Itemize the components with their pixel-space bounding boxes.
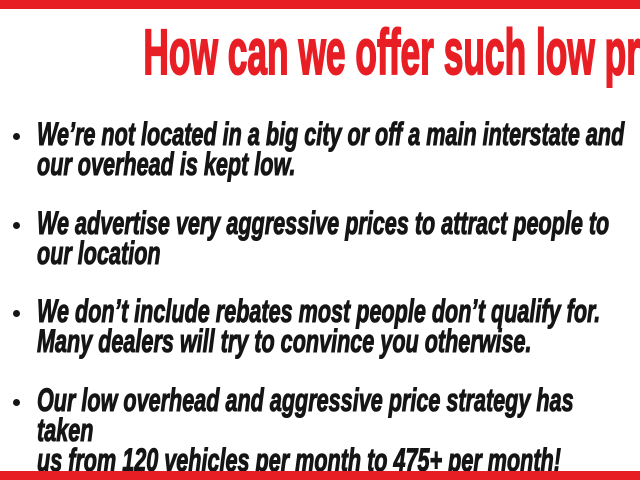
bullet-text: We don’t include rebates most people don…	[37, 293, 601, 359]
bullet-item: We don’t include rebates most people don…	[0, 293, 640, 360]
bullet-text: Our low overhead and aggressive price st…	[37, 382, 574, 478]
bullet-text: We’re not located in a big city or off a…	[37, 116, 625, 182]
bullet-text: We advertise very aggressive prices to a…	[37, 205, 610, 271]
top-red-bar	[0, 0, 640, 9]
bullet-dot-icon	[13, 222, 20, 229]
bullet-dot-icon	[13, 133, 20, 140]
bullet-item: Our low overhead and aggressive price st…	[0, 383, 640, 477]
page-title: How can we offer such low prices?	[143, 16, 640, 88]
bullet-item: We advertise very aggressive prices to a…	[0, 205, 640, 272]
bullet-item: We’re not located in a big city or off a…	[0, 116, 640, 183]
bullet-dot-icon	[13, 310, 20, 317]
bottom-red-bar	[0, 471, 640, 480]
bullet-dot-icon	[13, 399, 20, 406]
